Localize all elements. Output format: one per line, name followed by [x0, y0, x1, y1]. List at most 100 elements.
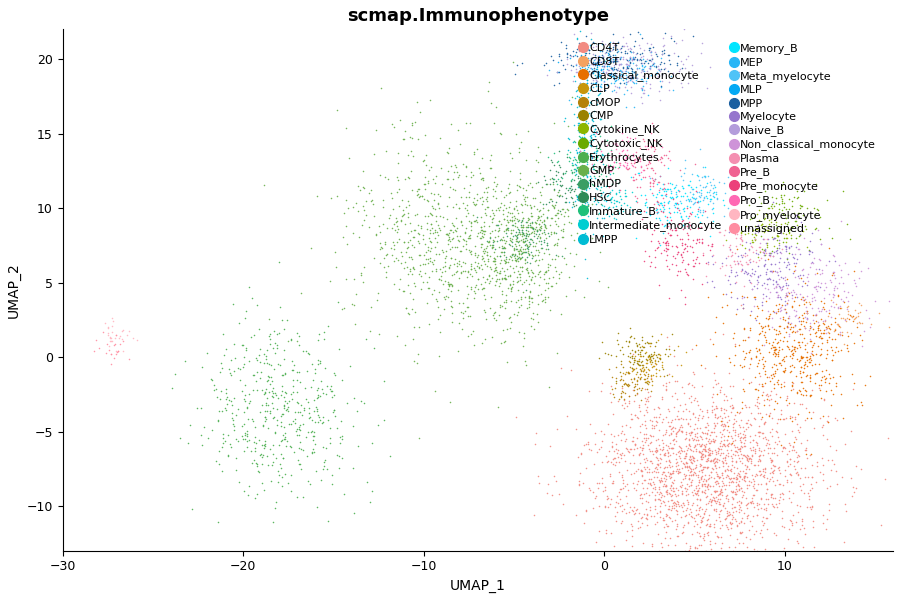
- Point: [561, 121, 575, 131]
- Point: [769, 217, 783, 227]
- Point: [495, 273, 509, 283]
- Point: [633, 351, 647, 361]
- Point: [586, 60, 600, 70]
- Point: [701, 498, 716, 508]
- Point: [227, 425, 241, 435]
- Point: [654, 493, 669, 502]
- Point: [659, 425, 673, 435]
- Point: [742, 255, 757, 265]
- Point: [616, 55, 630, 64]
- Point: [499, 257, 513, 267]
- Point: [585, 164, 599, 173]
- Point: [508, 214, 523, 223]
- Point: [786, 510, 800, 520]
- Point: [257, 436, 272, 446]
- Point: [537, 248, 552, 258]
- Point: [544, 52, 558, 61]
- Point: [689, 428, 704, 437]
- Point: [576, 176, 590, 186]
- Point: [771, 244, 786, 253]
- Point: [662, 451, 676, 461]
- Point: [515, 252, 529, 262]
- Point: [656, 364, 670, 374]
- Point: [423, 256, 437, 266]
- Point: [684, 66, 698, 76]
- Point: [539, 200, 554, 209]
- Point: [652, 353, 667, 362]
- Point: [473, 279, 488, 289]
- Point: [650, 68, 664, 77]
- Point: [758, 283, 772, 292]
- Point: [280, 436, 294, 446]
- Point: [688, 159, 703, 169]
- Point: [713, 387, 727, 397]
- Point: [262, 388, 276, 397]
- Point: [512, 215, 526, 224]
- Point: [833, 304, 848, 313]
- Point: [616, 478, 630, 487]
- Point: [644, 229, 659, 239]
- Point: [104, 349, 119, 359]
- Point: [483, 229, 498, 238]
- Point: [778, 292, 792, 301]
- Point: [740, 511, 754, 521]
- Point: [585, 487, 599, 496]
- Point: [788, 192, 802, 202]
- Point: [675, 481, 689, 490]
- Point: [652, 238, 667, 248]
- Point: [471, 250, 485, 259]
- Point: [497, 337, 511, 346]
- Point: [776, 237, 790, 247]
- Point: [615, 506, 629, 516]
- Point: [680, 191, 694, 200]
- Point: [593, 144, 608, 154]
- Point: [580, 118, 595, 127]
- Point: [445, 280, 459, 289]
- Point: [655, 70, 670, 79]
- Point: [767, 233, 781, 242]
- Point: [509, 233, 524, 242]
- Point: [847, 487, 861, 497]
- Point: [523, 287, 537, 297]
- Point: [641, 159, 655, 169]
- Point: [829, 343, 843, 352]
- Point: [510, 266, 525, 275]
- Point: [478, 226, 492, 235]
- Point: [457, 227, 472, 237]
- Point: [572, 101, 586, 111]
- Point: [628, 346, 643, 356]
- Point: [583, 112, 598, 121]
- Point: [645, 331, 660, 340]
- Point: [536, 227, 551, 236]
- Point: [327, 368, 341, 378]
- Point: [796, 299, 811, 309]
- Point: [662, 240, 676, 250]
- Point: [657, 450, 671, 460]
- Point: [716, 439, 730, 448]
- Point: [236, 362, 250, 372]
- Point: [689, 209, 704, 218]
- Point: [525, 211, 539, 220]
- Point: [782, 248, 796, 258]
- Point: [704, 194, 718, 204]
- Point: [480, 187, 494, 197]
- Point: [322, 439, 337, 448]
- Point: [789, 289, 804, 298]
- Point: [522, 234, 536, 244]
- Point: [697, 474, 711, 484]
- Point: [532, 478, 546, 488]
- Point: [650, 190, 664, 199]
- Point: [662, 488, 676, 498]
- Point: [673, 453, 688, 463]
- Point: [570, 192, 584, 202]
- Point: [653, 139, 668, 149]
- Point: [816, 475, 831, 485]
- Point: [831, 329, 845, 338]
- Point: [698, 206, 712, 216]
- Point: [806, 283, 821, 292]
- Point: [497, 247, 511, 257]
- Point: [772, 281, 787, 291]
- Point: [723, 466, 737, 475]
- Point: [711, 490, 725, 500]
- Point: [766, 197, 780, 206]
